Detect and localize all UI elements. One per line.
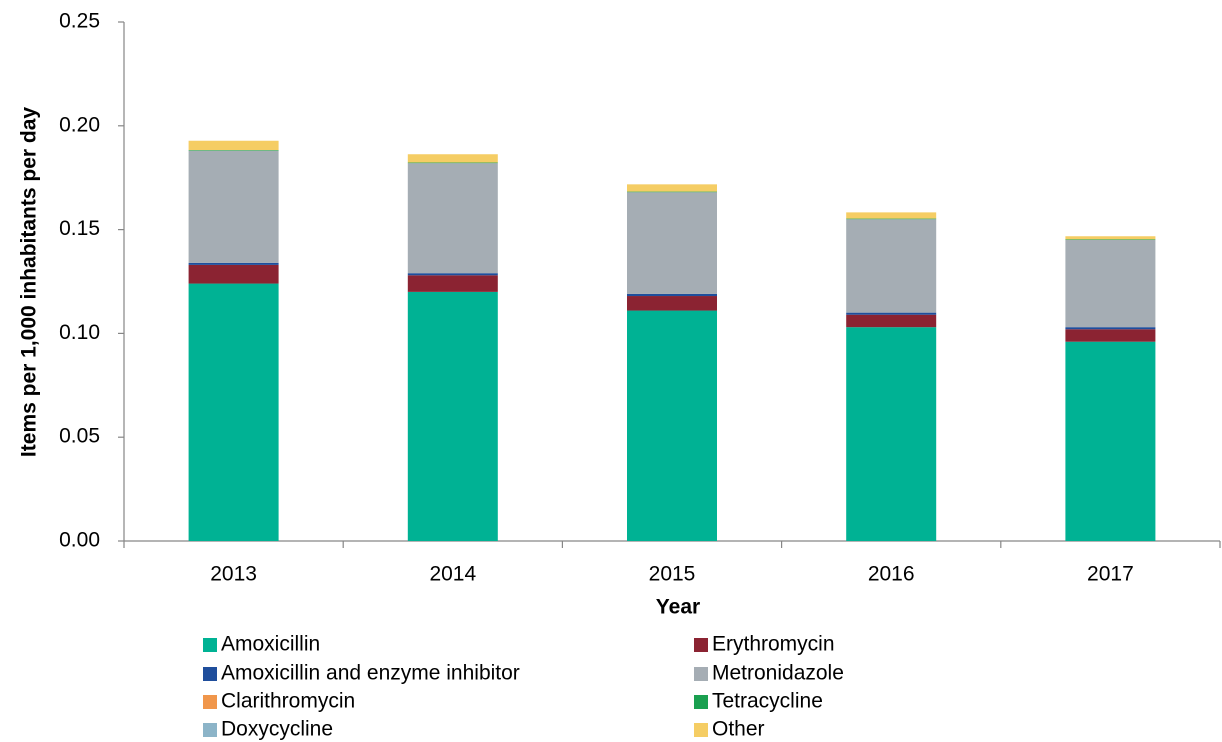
y-axis-title: Items per 1,000 inhabitants per day [18, 107, 41, 457]
bar-segment [627, 192, 717, 294]
bar-segment [407, 163, 498, 274]
bar-segment [1065, 239, 1156, 240]
x-tick-label: 2014 [429, 563, 476, 586]
x-tick-label: 2013 [210, 563, 257, 586]
bar-segment [407, 154, 498, 163]
y-tick-label: 0.00 [59, 529, 100, 552]
bar-segment [627, 310, 717, 541]
bar-segment [627, 293, 717, 297]
y-tick-label: 0.20 [59, 113, 100, 136]
bar-segment [627, 296, 717, 311]
legend-swatch [203, 667, 217, 681]
y-tick-label: 0.15 [59, 217, 100, 240]
bar-segment [188, 264, 279, 284]
legend-label: Other [712, 718, 765, 741]
legend-label: Metronidazole [712, 662, 844, 685]
bar-segment [846, 314, 937, 328]
bar-segment [188, 262, 279, 265]
bar-segment [846, 212, 937, 219]
bar-segment [188, 283, 279, 541]
legend-label: Doxycycline [221, 718, 333, 741]
bar-segment [1065, 327, 1156, 330]
legend-swatch [694, 695, 708, 709]
bar-segment [188, 150, 279, 263]
bar-segment [846, 219, 937, 313]
legend-swatch [694, 723, 708, 737]
legend-swatch [694, 638, 708, 652]
bar-segment [627, 184, 717, 192]
bar-segment [627, 191, 717, 193]
legend-label: Amoxicillin and enzyme inhibitor [221, 662, 520, 685]
legend-label: Tetracycline [712, 690, 823, 713]
bar-segment [1065, 341, 1156, 541]
bar-segment [407, 275, 498, 292]
y-tick-label: 0.25 [59, 10, 100, 33]
legend-swatch [203, 638, 217, 652]
legend-swatch [203, 695, 217, 709]
bar-segment [1065, 236, 1156, 240]
bar-segment [1065, 329, 1156, 342]
y-tick-label: 0.10 [59, 321, 100, 344]
bar-segment [846, 327, 937, 541]
x-axis-title: Year [656, 596, 700, 619]
legend-label: Clarithromycin [221, 690, 355, 713]
x-tick-label: 2017 [1087, 563, 1134, 586]
x-tick-label: 2016 [868, 563, 915, 586]
y-tick-label: 0.05 [59, 425, 100, 448]
bar-segment [407, 273, 498, 276]
bar-segment [1065, 239, 1156, 328]
x-tick-label: 2015 [649, 563, 696, 586]
legend-swatch [694, 667, 708, 681]
legend-label: Amoxicillin [221, 633, 320, 656]
bar-segment [407, 162, 498, 164]
legend-swatch [203, 723, 217, 737]
bar-segment [846, 218, 937, 220]
bar-segment [188, 150, 279, 151]
legend-label: Erythromycin [712, 633, 835, 656]
bar-segment [188, 140, 279, 151]
bar-segment [407, 291, 498, 541]
bar-segment [846, 312, 937, 315]
